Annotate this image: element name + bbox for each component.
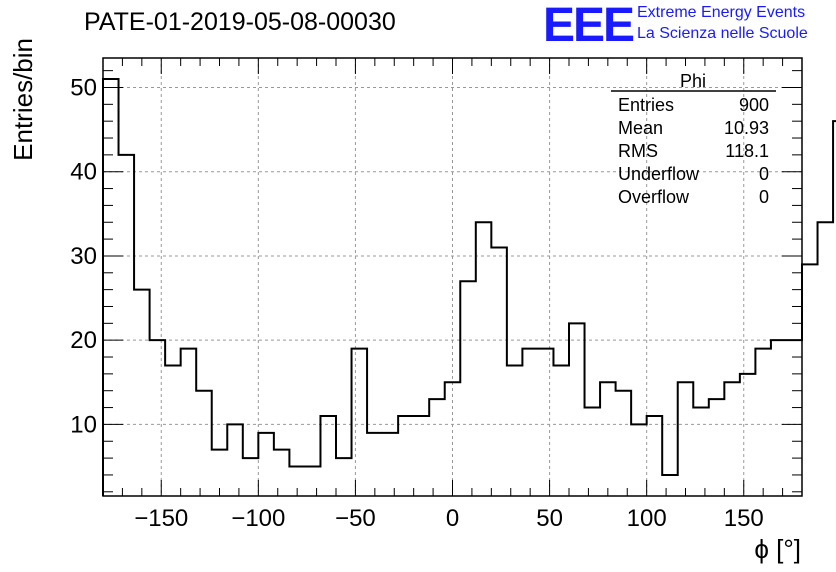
histogram-bin bbox=[522, 349, 538, 496]
histogram-bin bbox=[274, 450, 290, 496]
histogram-bin bbox=[755, 349, 771, 496]
x-tick-label: −100 bbox=[231, 505, 285, 532]
histogram-bin bbox=[569, 323, 585, 496]
x-tick-label: 100 bbox=[627, 505, 667, 532]
histogram-bin bbox=[460, 281, 476, 496]
histogram-bin bbox=[802, 264, 818, 496]
stats-row-value: 0 bbox=[759, 164, 769, 184]
x-tick-label: −50 bbox=[335, 505, 376, 532]
histogram-bin bbox=[786, 340, 802, 496]
stats-row-value: 10.93 bbox=[724, 118, 769, 138]
histogram-bin bbox=[818, 222, 834, 496]
histogram-bin bbox=[398, 416, 414, 496]
histogram-bin bbox=[165, 365, 181, 496]
y-tick-label: 40 bbox=[70, 159, 97, 186]
stats-row-label: Entries bbox=[618, 95, 674, 115]
y-axis-title: Entries/bin bbox=[8, 38, 38, 161]
histogram-bin bbox=[740, 374, 756, 496]
x-axis-title: ϕ [°] bbox=[754, 534, 801, 564]
histogram-bin bbox=[320, 416, 336, 496]
x-tick-label: 50 bbox=[536, 505, 563, 532]
histogram-bin bbox=[258, 433, 274, 496]
y-tick-label: 30 bbox=[70, 243, 97, 270]
eee-logo: EEE bbox=[543, 0, 635, 52]
histogram-bin bbox=[227, 424, 243, 496]
stats-row-label: Underflow bbox=[618, 164, 700, 184]
histogram-bin bbox=[414, 416, 430, 496]
histogram-bin bbox=[600, 382, 616, 496]
x-tick-label: 0 bbox=[446, 505, 459, 532]
logo-line-1: Extreme Energy Events bbox=[637, 4, 806, 21]
histogram-bin bbox=[507, 365, 523, 496]
stats-row-label: Mean bbox=[618, 118, 663, 138]
histogram-bin bbox=[476, 222, 492, 496]
histogram-bin bbox=[771, 340, 787, 496]
histogram-bin bbox=[134, 290, 150, 496]
histogram-outline bbox=[102, 78, 836, 496]
histogram-bin bbox=[709, 399, 725, 496]
histogram-bin bbox=[538, 349, 554, 496]
y-tick-label: 50 bbox=[70, 74, 97, 101]
histogram-bin bbox=[119, 155, 135, 496]
y-tick-label: 10 bbox=[70, 411, 97, 438]
histogram-bin bbox=[585, 408, 601, 496]
histogram-bin bbox=[647, 416, 663, 496]
stats-row-value: 118.1 bbox=[725, 141, 769, 161]
logo-line-2: La Scienza nelle Scuole bbox=[637, 25, 808, 42]
histogram-bin bbox=[181, 349, 197, 496]
x-tick-label: −150 bbox=[134, 505, 188, 532]
histogram-bin bbox=[662, 475, 678, 496]
histogram-bin bbox=[429, 399, 445, 496]
histogram-bin bbox=[336, 458, 352, 496]
histogram-bin bbox=[693, 408, 709, 496]
grid-lines bbox=[103, 58, 802, 496]
y-tick-label: 20 bbox=[70, 327, 97, 354]
histogram-bin bbox=[150, 340, 166, 496]
axis-ticks bbox=[102, 58, 803, 496]
histogram-bin bbox=[616, 391, 632, 496]
stats-box: Phi Entries 900 Mean 10.93 RMS 118.1 Underflow… bbox=[611, 71, 776, 207]
x-tick-label: 150 bbox=[724, 505, 764, 532]
histogram-bin bbox=[491, 248, 507, 496]
histogram-bin bbox=[724, 382, 740, 496]
histogram-bin bbox=[352, 349, 368, 496]
stats-row-label: Overflow bbox=[618, 187, 690, 207]
histogram-bin bbox=[243, 458, 259, 496]
histogram-bin bbox=[103, 79, 119, 496]
histogram-title: PATE-01-2019-05-08-00030 bbox=[84, 8, 396, 36]
histogram-bin bbox=[196, 391, 212, 496]
histogram-bin bbox=[367, 433, 383, 496]
stats-row-label: RMS bbox=[618, 141, 658, 161]
histogram-bars bbox=[102, 78, 836, 496]
histogram-bin bbox=[631, 424, 647, 496]
histogram-bin bbox=[553, 365, 569, 496]
stats-box-name: Phi bbox=[680, 71, 706, 91]
histogram-bin bbox=[678, 382, 694, 496]
histogram-bin bbox=[383, 433, 399, 496]
axis-labels: −150 −100 −50 0 50 100 150 10 20 30 40 50 bbox=[70, 74, 763, 532]
stats-row-value: 0 bbox=[759, 187, 769, 207]
histogram-bin bbox=[305, 467, 321, 496]
stats-row-value: 900 bbox=[739, 95, 769, 115]
